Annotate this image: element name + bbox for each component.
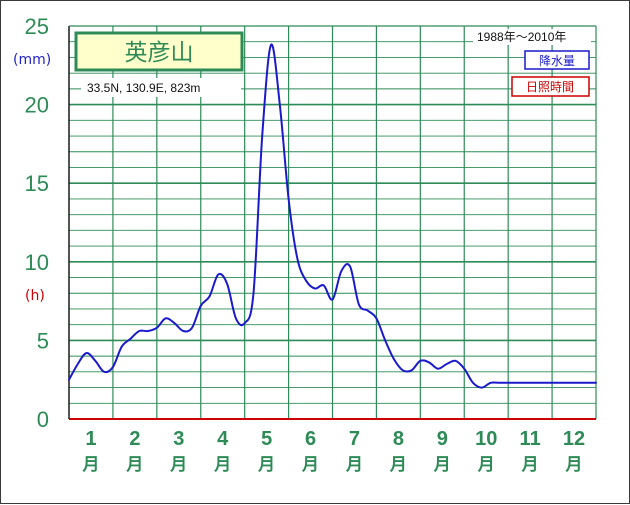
month-number-label: 11 — [520, 428, 541, 450]
axes — [68, 25, 597, 420]
month-suffix-label: 月 — [521, 455, 539, 475]
series-line-precipitation — [68, 43, 597, 389]
month-suffix-label: 月 — [125, 455, 143, 475]
y-tick-label: 5 — [37, 328, 49, 353]
month-suffix-label: 月 — [477, 455, 495, 475]
month-number-label: 4 — [217, 428, 229, 450]
legend-precip-box — [524, 50, 590, 70]
legend-sunshine-box — [511, 76, 590, 97]
legend-precip-label: 降水量 — [539, 54, 575, 68]
month-suffix-label: 月 — [301, 455, 319, 475]
series-layer — [68, 43, 597, 389]
month-suffix-label: 月 — [257, 455, 275, 475]
period-box — [473, 29, 591, 45]
month-number-label: 9 — [437, 428, 448, 450]
coords-box — [81, 78, 241, 97]
station-name: 英彦山 — [125, 40, 194, 66]
y-tick-labels: 0 5 10 15 20 25 — [25, 14, 49, 432]
month-number-label: 5 — [261, 428, 272, 450]
month-number-label: 10 — [475, 428, 497, 450]
month-number-label: 6 — [305, 428, 316, 450]
y-tick-label: 20 — [25, 93, 49, 118]
month-suffix-label: 月 — [433, 455, 451, 475]
y-unit-precip: (mm) — [13, 52, 51, 68]
month-number-label: 3 — [173, 428, 184, 450]
month-number-label: 1 — [85, 428, 96, 450]
legend-sunshine-label: 日照時間 — [526, 80, 574, 94]
month-suffix-label: 月 — [389, 455, 407, 475]
period-label: 1988年～2010年 — [477, 30, 566, 44]
month-suffix-label: 月 — [565, 455, 583, 475]
station-title-box — [74, 31, 244, 72]
month-suffix-label: 月 — [81, 455, 99, 475]
month-suffix-label: 月 — [345, 455, 363, 475]
month-suffix-label: 月 — [213, 455, 231, 475]
y-tick-label: 10 — [25, 250, 49, 275]
month-number-label: 2 — [129, 428, 140, 450]
month-number-label: 12 — [563, 428, 585, 450]
month-suffix-label: 月 — [169, 455, 187, 475]
y-unit-sunshine: (h) — [25, 288, 45, 304]
month-number-label: 8 — [393, 428, 404, 450]
month-labels: 1 月 2 月 3 月 4 月 5 月 6 月 7 月 8 月 9 月 10 月 11 月 12 月 — [81, 428, 585, 475]
station-coordinates: 33.5N, 130.9E, 823m — [87, 81, 200, 95]
y-tick-label: 15 — [25, 171, 49, 196]
y-tick-label: 0 — [37, 407, 49, 432]
month-number-label: 7 — [349, 428, 360, 450]
y-tick-label: 25 — [25, 14, 49, 39]
